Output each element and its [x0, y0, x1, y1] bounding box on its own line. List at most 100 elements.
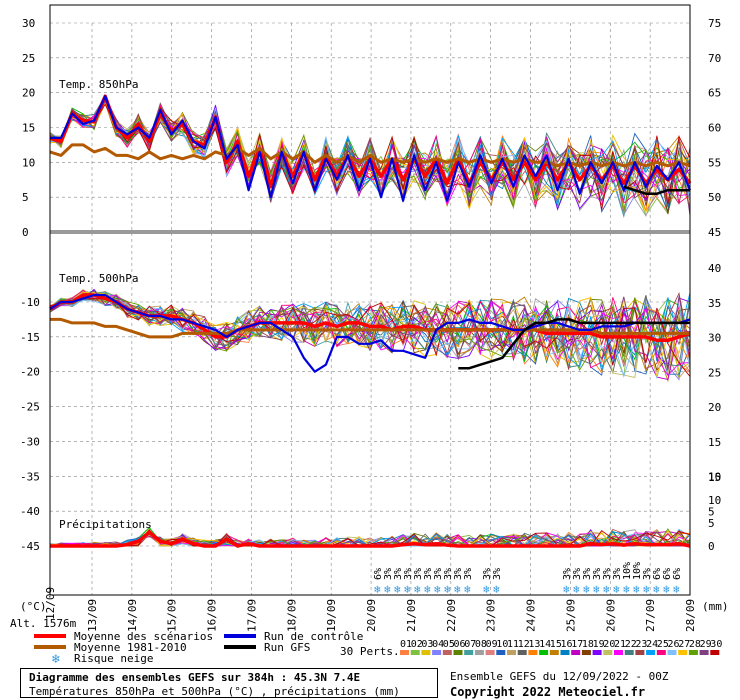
- x-tick-label: 17/09: [245, 599, 258, 632]
- snow-risk-percent: 6%: [652, 568, 663, 580]
- x-tick-label: 24/09: [525, 599, 538, 632]
- legend-label-mean: Moyenne des scénarios: [74, 630, 213, 643]
- snow-risk-percent: 3%: [443, 568, 454, 580]
- mean-line: [50, 530, 691, 548]
- precip-tick-right: 10: [708, 494, 721, 507]
- pert-number: 02: [411, 639, 423, 650]
- snowflake-icon: ❄: [603, 583, 610, 596]
- y-tick-right: 10: [708, 471, 721, 484]
- snow-risk-percent: 3%: [423, 568, 434, 580]
- perturbation-line: [49, 296, 691, 377]
- pert-color-swatch: [432, 650, 442, 655]
- pert-color-swatch: [442, 650, 452, 655]
- precip-tick-right: 5: [708, 517, 715, 530]
- snowflake-icon: ❄: [483, 583, 490, 596]
- pert-number: 23: [635, 639, 647, 650]
- snowflake-icon: ❄: [573, 583, 580, 596]
- pert-number: 18: [582, 639, 594, 650]
- snow-risk-percent: 10%: [622, 562, 633, 580]
- y-tick-right: 5: [708, 505, 715, 518]
- snowflake-icon: ❄: [613, 583, 620, 596]
- snowflake-icon: ❄: [583, 583, 590, 596]
- perturbation-line: [49, 94, 691, 216]
- x-tick-label: 20/09: [365, 599, 378, 632]
- precip-tick-right: 0: [708, 540, 715, 553]
- y-tick-left: 10: [22, 156, 35, 169]
- snowflake-icon: ❄: [374, 583, 381, 596]
- pert-number: 14: [539, 639, 551, 650]
- legend: Moyenne des scénarios Moyenne 1981-2010 …: [34, 630, 722, 667]
- y-tick-right: 30: [708, 332, 721, 345]
- legend-label-snow: Risque neige: [74, 652, 153, 665]
- pert-number: 27: [678, 639, 690, 650]
- control-run-line: [50, 95, 692, 202]
- y-tick-right: 45: [708, 226, 721, 239]
- legend-label-control: Run de contrôle: [264, 630, 363, 643]
- snowflake-icon: ❄: [493, 583, 500, 596]
- y-tick-right: 40: [708, 262, 721, 275]
- snow-risk-percent: 3%: [482, 568, 493, 580]
- snow-risk-percent: 3%: [562, 568, 573, 580]
- footer-subtitle: Températures 850hPa et 500hPa (°C) , pré…: [29, 685, 400, 698]
- y-tick-left: 20: [22, 87, 35, 100]
- y-tick-left: -45: [20, 540, 40, 553]
- snow-risk-percent: 3%: [453, 568, 464, 580]
- footer-title: Diagramme des ensembles GEFS sur 384h : …: [29, 671, 361, 684]
- snow-risk-percent: 3%: [642, 568, 653, 580]
- pert-number: 15: [550, 639, 562, 650]
- pert-number: 26: [668, 639, 680, 650]
- y-tick-right: 65: [708, 87, 721, 100]
- snow-risk-percent: 6%: [662, 568, 673, 580]
- pert-color-swatch: [678, 650, 688, 655]
- x-tick-label: 26/09: [604, 599, 617, 632]
- pert-color-swatch: [603, 650, 613, 655]
- pert-number: 29: [700, 639, 712, 650]
- left-unit-label: (°C): [20, 600, 47, 613]
- perturbation-line: [49, 289, 691, 369]
- snow-risk-row: 6%❄3%❄3%❄3%❄3%❄3%❄3%❄3%❄3%❄3%❄3%❄3%❄3%❄3…: [373, 562, 683, 596]
- climatology-line: [49, 143, 691, 168]
- pert-color-swatch: [421, 650, 431, 655]
- snowflake-icon: ❄: [404, 583, 411, 596]
- pert-number: 25: [657, 639, 669, 650]
- pert-number: 04: [432, 639, 444, 650]
- snow-risk-percent: 3%: [602, 568, 613, 580]
- pert-color-swatch: [656, 650, 666, 655]
- pert-number: 06: [454, 639, 466, 650]
- right-unit-label: (mm): [702, 600, 729, 613]
- y-tick-right: 25: [708, 366, 721, 379]
- pert-color-swatch: [699, 650, 709, 655]
- x-tick-label: 19/09: [325, 599, 338, 632]
- snow-risk-percent: 3%: [572, 568, 583, 580]
- pert-color-swatch: [624, 650, 634, 655]
- pert-number: 22: [625, 639, 637, 650]
- snowflake-icon: ❄: [444, 583, 451, 596]
- pert-color-swatch: [688, 650, 698, 655]
- pert-color-swatch: [571, 650, 581, 655]
- y-tick-left: -25: [20, 401, 40, 414]
- pert-number: 05: [443, 639, 455, 650]
- pert-color-swatch: [710, 650, 720, 655]
- pert-color-swatch: [464, 650, 474, 655]
- snow-risk-percent: 3%: [612, 568, 623, 580]
- pert-number: 24: [646, 639, 658, 650]
- y-tick-left: -20: [20, 366, 40, 379]
- pert-color-swatch: [560, 650, 570, 655]
- gfs-run-line: [458, 318, 690, 370]
- y-tick-right: 60: [708, 122, 721, 135]
- pert-number: 21: [614, 639, 626, 650]
- y-tick-right: 50: [708, 191, 721, 204]
- y-tick-right: 70: [708, 52, 721, 65]
- pert-color-swatch: [646, 650, 656, 655]
- snowflake-icon: ❄: [454, 583, 461, 596]
- pert-color-swatch: [528, 650, 538, 655]
- snow-risk-percent: 3%: [492, 568, 503, 580]
- snowflake-icon: ❄: [424, 583, 431, 596]
- x-tick-label: 22/09: [445, 599, 458, 632]
- perturbation-line: [49, 290, 691, 371]
- y-tick-left: -35: [20, 470, 40, 483]
- panel-title-precip: Précipitations: [59, 518, 152, 531]
- snowflake-icon: ❄: [663, 583, 670, 596]
- snowflake-icon: ❄: [384, 583, 391, 596]
- pert-number: 16: [561, 639, 573, 650]
